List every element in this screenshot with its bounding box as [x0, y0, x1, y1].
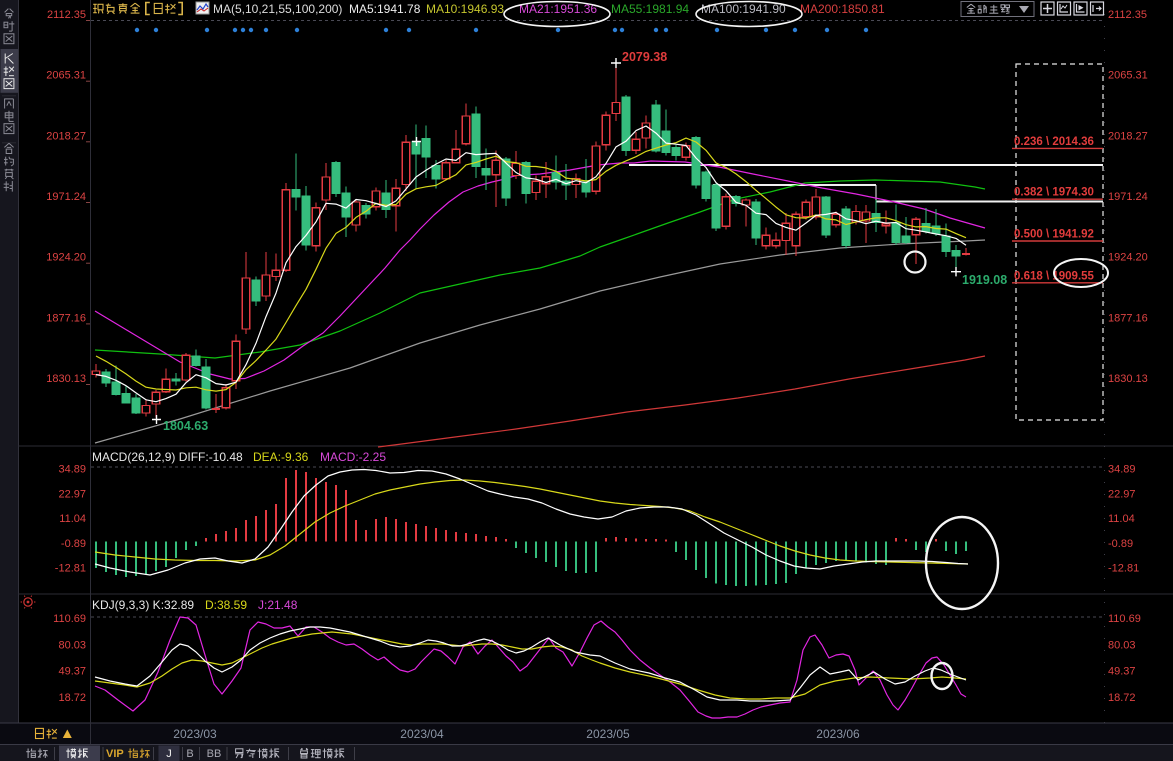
svg-text:MA100:1941.90: MA100:1941.90 — [701, 2, 786, 16]
svg-text:49.37: 49.37 — [1108, 666, 1136, 678]
svg-text:1877.16: 1877.16 — [1108, 312, 1148, 324]
svg-text:34.89: 34.89 — [1108, 464, 1136, 476]
svg-text:2079.38: 2079.38 — [622, 50, 667, 64]
svg-text:MA5:1941.78: MA5:1941.78 — [349, 2, 421, 16]
svg-text:J: J — [166, 748, 172, 760]
svg-text:22.97: 22.97 — [1108, 488, 1136, 500]
svg-text:1971.24: 1971.24 — [1108, 191, 1148, 203]
svg-text:2023/03: 2023/03 — [173, 727, 217, 741]
svg-text:D:38.59: D:38.59 — [205, 598, 247, 612]
svg-text:18.72: 18.72 — [58, 692, 86, 704]
svg-text:11.04: 11.04 — [59, 513, 86, 525]
svg-text:0.236 \ 2014.36: 0.236 \ 2014.36 — [1014, 136, 1094, 148]
svg-text:11.04: 11.04 — [1108, 513, 1135, 525]
svg-text:2065.31: 2065.31 — [1108, 70, 1148, 82]
svg-text:1924.20: 1924.20 — [1108, 252, 1148, 264]
svg-text:DEA:-9.36: DEA:-9.36 — [253, 450, 309, 464]
svg-text:2018.27: 2018.27 — [1108, 130, 1148, 142]
svg-text:0.500 \ 1941.92: 0.500 \ 1941.92 — [1014, 229, 1094, 241]
svg-text:-0.89: -0.89 — [61, 538, 86, 550]
svg-text:2023/04: 2023/04 — [400, 727, 444, 741]
svg-text:BB: BB — [207, 748, 222, 760]
svg-text:-12.81: -12.81 — [55, 563, 86, 575]
svg-text:2112.35: 2112.35 — [47, 9, 86, 21]
svg-text:1971.24: 1971.24 — [46, 191, 86, 203]
svg-text:1919.08: 1919.08 — [962, 273, 1007, 287]
svg-text:MACD:-2.25: MACD:-2.25 — [320, 450, 386, 464]
svg-text:B: B — [186, 748, 193, 760]
svg-text:2023/05: 2023/05 — [586, 727, 630, 741]
svg-text:2018.27: 2018.27 — [46, 130, 86, 142]
svg-text:1877.16: 1877.16 — [46, 312, 86, 324]
svg-text:80.03: 80.03 — [58, 639, 86, 651]
svg-text:-12.81: -12.81 — [1108, 563, 1139, 575]
svg-text:1924.20: 1924.20 — [46, 252, 86, 264]
svg-text:MA55:1981.94: MA55:1981.94 — [611, 2, 689, 16]
svg-text:22.97: 22.97 — [58, 488, 86, 500]
svg-text:-0.89: -0.89 — [1108, 538, 1133, 550]
svg-text:2112.35: 2112.35 — [1108, 9, 1147, 21]
svg-text:2065.31: 2065.31 — [46, 70, 86, 82]
svg-text:KDJ(9,3,3) K:32.89: KDJ(9,3,3) K:32.89 — [92, 598, 194, 612]
svg-text:MA200:1850.81: MA200:1850.81 — [800, 2, 885, 16]
svg-text:VIP: VIP — [106, 748, 124, 760]
svg-text:MA10:1946.93: MA10:1946.93 — [426, 2, 504, 16]
svg-text:MACD(26,12,9) DIFF:-10.48: MACD(26,12,9) DIFF:-10.48 — [92, 450, 243, 464]
svg-text:80.03: 80.03 — [1108, 639, 1136, 651]
svg-text:1830.13: 1830.13 — [1108, 373, 1148, 385]
svg-text:J:21.48: J:21.48 — [258, 598, 298, 612]
svg-text:110.69: 110.69 — [53, 613, 86, 625]
svg-text:MA(5,10,21,55,100,200): MA(5,10,21,55,100,200) — [213, 2, 342, 16]
svg-text:0.382 \ 1974.30: 0.382 \ 1974.30 — [1014, 187, 1094, 199]
svg-text:34.89: 34.89 — [58, 464, 86, 476]
svg-text:1830.13: 1830.13 — [46, 373, 86, 385]
svg-text:2023/06: 2023/06 — [816, 727, 860, 741]
svg-text:49.37: 49.37 — [58, 666, 86, 678]
svg-text:MA21:1951.36: MA21:1951.36 — [519, 2, 597, 16]
svg-text:110.69: 110.69 — [1108, 613, 1141, 625]
svg-text:18.72: 18.72 — [1108, 692, 1136, 704]
svg-text:1804.63: 1804.63 — [163, 419, 208, 433]
